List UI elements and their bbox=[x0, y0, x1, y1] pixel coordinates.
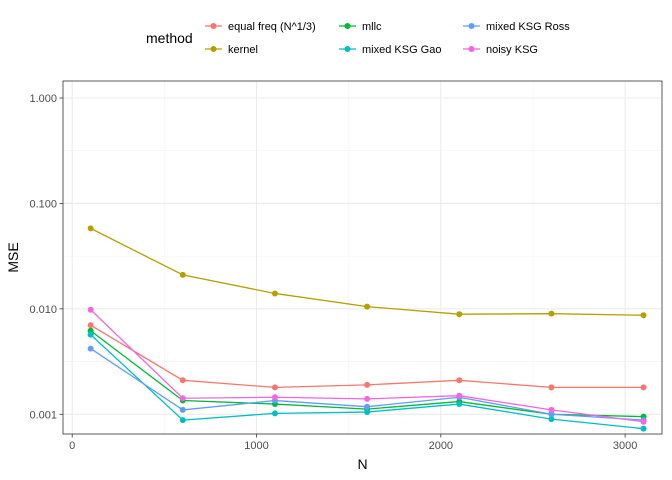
panel-background bbox=[63, 81, 662, 434]
legend-key-mixed-ksg-gao bbox=[339, 46, 356, 52]
legend-label-noisy-ksg: noisy KSG bbox=[486, 44, 538, 56]
data-point-equal-freq-n-1-3 bbox=[548, 384, 555, 391]
data-point-equal-freq-n-1-3 bbox=[87, 322, 94, 329]
series-layer bbox=[87, 225, 647, 432]
y-tick-label: 0.010 bbox=[29, 304, 57, 316]
legend-key-point bbox=[210, 23, 217, 29]
data-point-mixed-ksg-ross bbox=[364, 403, 371, 410]
legend-key-point bbox=[468, 23, 475, 29]
data-point-mixed-ksg-ross bbox=[179, 406, 186, 413]
data-point-equal-freq-n-1-3 bbox=[640, 384, 647, 391]
y-tick-label: 0.100 bbox=[29, 198, 57, 210]
x-tick-label: 1000 bbox=[244, 440, 268, 452]
y-tick-label: 1.000 bbox=[29, 93, 57, 105]
x-tick-label: 2000 bbox=[429, 440, 453, 452]
data-point-kernel bbox=[456, 311, 463, 318]
data-point-mixed-ksg-ross bbox=[87, 345, 94, 352]
data-point-mixed-ksg-gao bbox=[87, 331, 94, 338]
data-point-noisy-ksg bbox=[456, 392, 463, 399]
legend-title: method bbox=[146, 30, 193, 46]
x-tick-label: 3000 bbox=[613, 440, 637, 452]
legend-key-kernel bbox=[205, 46, 222, 52]
legend-label-mllc: mllc bbox=[362, 21, 382, 33]
data-point-kernel bbox=[364, 303, 371, 310]
grid-major bbox=[63, 81, 662, 434]
legend-label-mixed-ksg-gao: mixed KSG Gao bbox=[362, 44, 441, 56]
data-point-noisy-ksg bbox=[179, 395, 186, 402]
legend-label-equal-freq-n-1-3: equal freq (N^1/3) bbox=[228, 21, 316, 33]
data-point-mixed-ksg-gao bbox=[456, 401, 463, 408]
legend-key-point bbox=[344, 46, 351, 52]
x-axis-title: N bbox=[357, 456, 367, 472]
data-point-equal-freq-n-1-3 bbox=[179, 377, 186, 384]
data-point-equal-freq-n-1-3 bbox=[364, 381, 371, 388]
legend: method equal freq (N^1/3) kernel mllc mixed… bbox=[146, 21, 570, 56]
data-point-mixed-ksg-gao bbox=[364, 409, 371, 416]
panel-border bbox=[62, 80, 663, 435]
legend-key-point bbox=[210, 46, 217, 52]
data-point-mixed-ksg-gao bbox=[640, 425, 647, 432]
data-point-noisy-ksg bbox=[548, 406, 555, 413]
data-point-mixed-ksg-ross bbox=[548, 411, 555, 418]
data-point-kernel bbox=[179, 271, 186, 278]
legend-key-point bbox=[468, 46, 475, 52]
data-point-equal-freq-n-1-3 bbox=[271, 384, 278, 391]
data-point-kernel bbox=[548, 310, 555, 317]
data-point-noisy-ksg bbox=[364, 395, 371, 402]
data-point-mixed-ksg-gao bbox=[271, 410, 278, 417]
data-point-noisy-ksg bbox=[87, 306, 94, 313]
legend-key-mixed-ksg-ross bbox=[463, 23, 480, 29]
legend-label-kernel: kernel bbox=[228, 44, 258, 56]
data-point-kernel bbox=[271, 290, 278, 297]
data-point-mixed-ksg-gao bbox=[548, 416, 555, 423]
y-tick-label: 0.001 bbox=[29, 409, 57, 421]
legend-key-equal-freq-n-1-3 bbox=[205, 23, 222, 29]
legend-label-mixed-ksg-ross: mixed KSG Ross bbox=[486, 21, 570, 33]
y-axis-title: MSE bbox=[5, 242, 21, 272]
data-point-kernel bbox=[640, 312, 647, 319]
legend-key-point bbox=[344, 23, 351, 29]
x-tick-label: 0 bbox=[69, 440, 75, 452]
data-point-equal-freq-n-1-3 bbox=[456, 377, 463, 384]
data-point-noisy-ksg bbox=[640, 418, 647, 425]
axis-ticks: 0 1000 2000 3000 0.001 0.010 0.100 1.000 bbox=[29, 93, 637, 452]
data-point-kernel bbox=[87, 225, 94, 232]
grid-minor bbox=[63, 81, 662, 434]
data-point-noisy-ksg bbox=[271, 394, 278, 401]
data-point-mixed-ksg-gao bbox=[179, 417, 186, 424]
legend-key-mllc bbox=[339, 23, 356, 29]
legend-key-noisy-ksg bbox=[463, 46, 480, 52]
